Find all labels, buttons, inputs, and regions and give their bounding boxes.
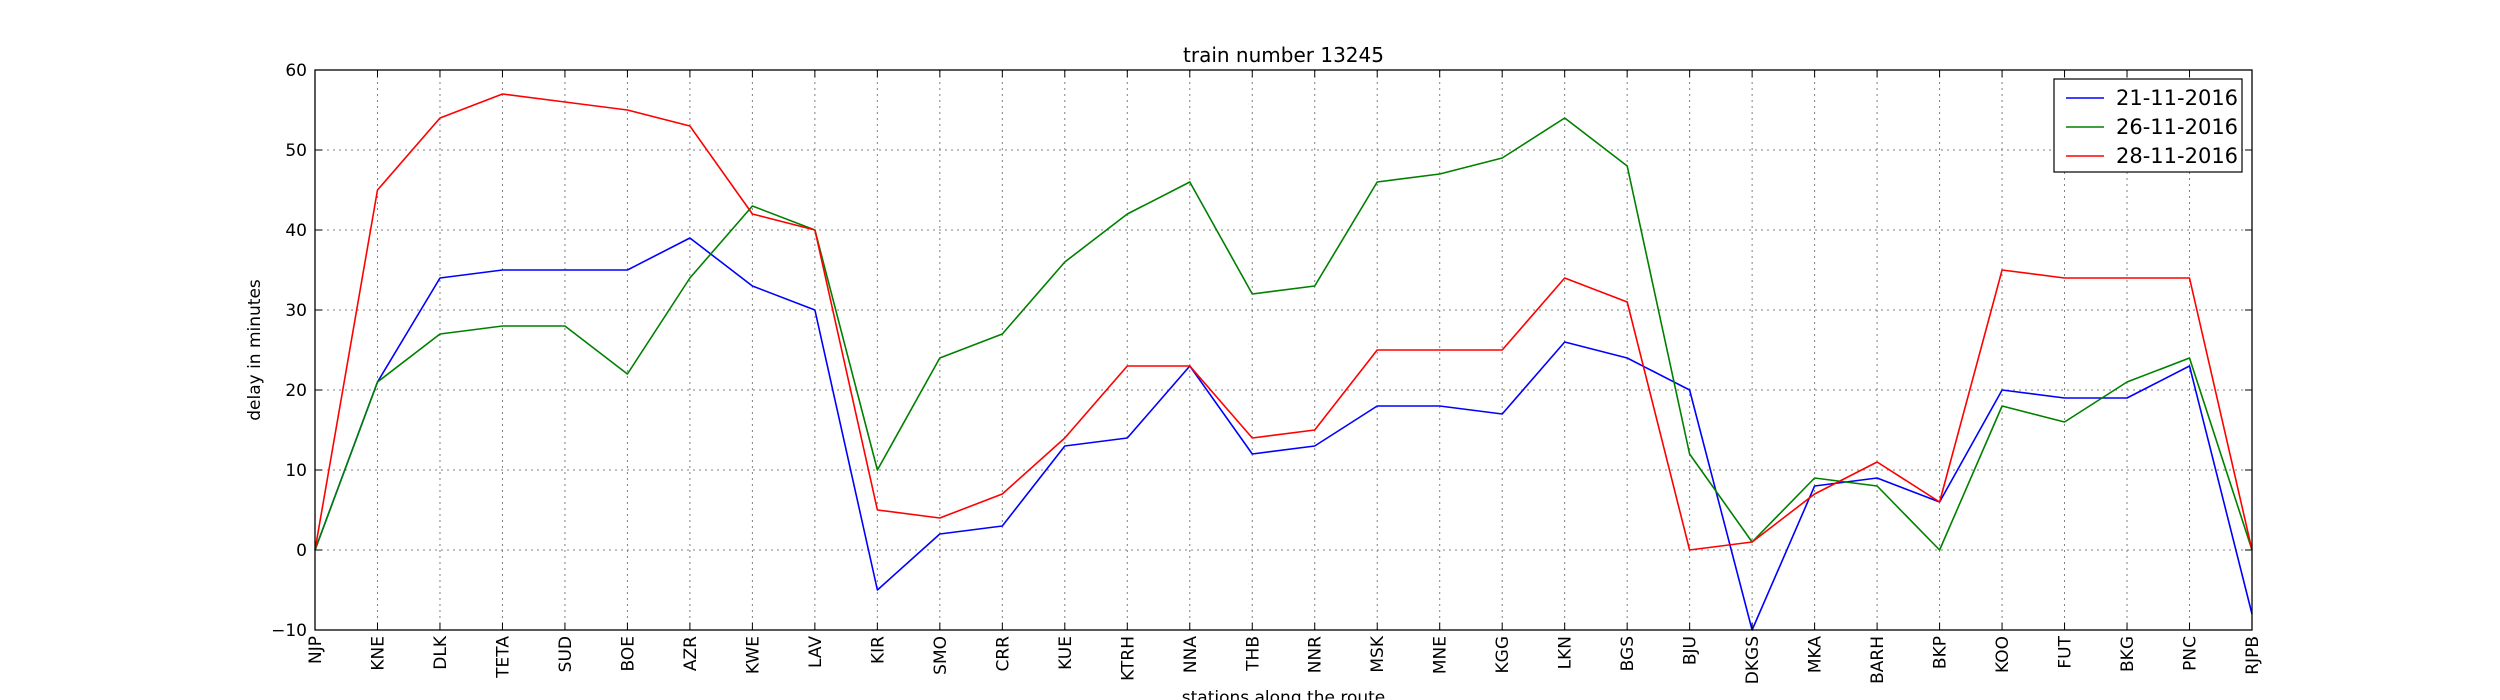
- x-tick-label: TETA: [493, 636, 513, 679]
- series-line-21-11-2016: [314, 237, 2253, 631]
- x-tick-label: MSK: [1368, 635, 1388, 672]
- x-tick-label: KGG: [1493, 636, 1513, 674]
- x-tick-label: KIR: [868, 636, 888, 664]
- x-tick-label: KNE: [368, 636, 388, 671]
- x-axis-label: stations along the route: [1182, 688, 1386, 700]
- legend-entry-label: 28-11-2016: [2116, 144, 2238, 168]
- series-line-28-11-2016: [314, 93, 2253, 551]
- x-tick-label: NNR: [1306, 636, 1326, 673]
- x-tick-label: BOE: [618, 636, 638, 672]
- x-tick-label: KOO: [1993, 636, 2013, 673]
- axis-ticks: −10 0 10 20 30 40 50 60 NJP KNE DLK TETA SUD BOE AZR KW…: [271, 61, 2263, 684]
- plot-frame: [314, 69, 2253, 631]
- y-tick-label: 10: [285, 461, 307, 481]
- x-tick-label: BKG: [2118, 636, 2138, 672]
- legend: 21-11-2016 26-11-2016 28-11-2016: [2053, 78, 2243, 173]
- y-tick-label: 40: [285, 221, 307, 241]
- y-axis-label: delay in minutes: [245, 279, 265, 421]
- y-tick-label: −10: [271, 621, 307, 641]
- y-tick-label: 60: [285, 61, 307, 81]
- x-tick-label: LAV: [806, 636, 826, 668]
- x-tick-label: BKP: [1931, 636, 1951, 669]
- x-tick-label: SUD: [556, 636, 576, 672]
- x-tick-label: RJPB: [2243, 636, 2263, 675]
- x-tick-label: LKN: [1556, 636, 1576, 669]
- x-tick-label: CRR: [993, 636, 1013, 672]
- x-tick-label: MKA: [1806, 636, 1826, 674]
- x-tick-label: FUT: [2056, 635, 2076, 668]
- x-tick-label: BJU: [1681, 636, 1701, 665]
- x-tick-label: BARH: [1868, 636, 1888, 684]
- x-tick-label: SMO: [931, 636, 951, 675]
- grid: [315, 70, 2252, 630]
- x-tick-label: BGS: [1618, 636, 1638, 671]
- legend-entry-label: 21-11-2016: [2116, 86, 2238, 110]
- x-tick-label: KTRH: [1118, 636, 1138, 681]
- y-tick-label: 20: [285, 381, 307, 401]
- legend-box: [2053, 78, 2243, 173]
- chart-title: train number 13245: [1183, 43, 1384, 67]
- x-tick-label: KWE: [743, 636, 763, 674]
- x-tick-label: MNE: [1431, 636, 1451, 674]
- series-line-26-11-2016: [314, 117, 2253, 551]
- x-tick-label: AZR: [681, 636, 701, 671]
- x-tick-label: DLK: [431, 635, 451, 670]
- x-tick-label: NJP: [306, 636, 326, 664]
- x-tick-label: NNA: [1181, 636, 1201, 673]
- x-tick-label: THB: [1243, 636, 1263, 672]
- legend-entry-label: 26-11-2016: [2116, 115, 2238, 139]
- x-tick-label: PNC: [2181, 636, 2201, 671]
- x-tick-label: KUE: [1056, 636, 1076, 670]
- y-tick-label: 30: [285, 301, 307, 321]
- y-tick-label: 0: [296, 541, 307, 561]
- y-tick-label: 50: [285, 141, 307, 161]
- x-tick-label: DKGS: [1743, 636, 1763, 684]
- series-lines: [314, 93, 2253, 631]
